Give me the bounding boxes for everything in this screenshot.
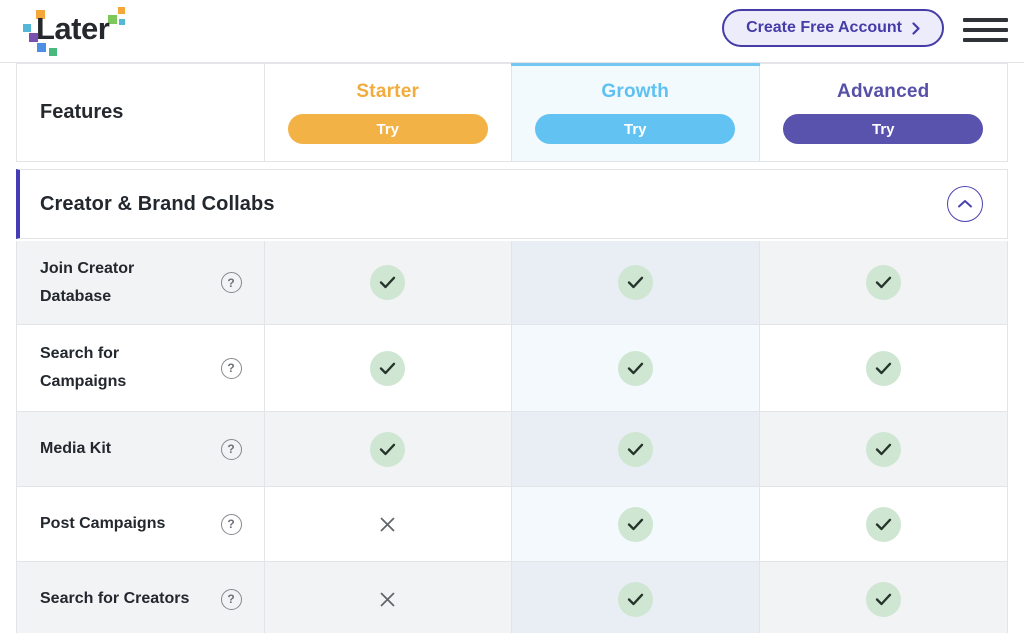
check-icon (617, 265, 653, 300)
check-icon (617, 431, 653, 467)
plan-name-advanced: Advanced (837, 81, 930, 102)
check-icon (370, 265, 406, 300)
feature-label-cell: Media Kit (17, 412, 265, 486)
check-icon (617, 581, 653, 617)
logo-pixel-orange-2 (118, 7, 125, 14)
growth-value-cell (512, 487, 760, 561)
create-free-account-button[interactable]: Create Free Account (722, 9, 944, 47)
spacer (16, 162, 1008, 169)
help-icon[interactable] (220, 438, 242, 460)
plan-name-starter: Starter (356, 81, 420, 102)
feature-rows: Join Creator Database Search for Campaig… (16, 241, 1008, 633)
feature-label-cell: Search for Campaigns (17, 325, 265, 411)
later-logo[interactable]: Later (20, 7, 140, 56)
check-icon (865, 581, 901, 617)
chevron-right-icon (912, 21, 920, 35)
check-icon (865, 350, 901, 386)
table-row-post-campaigns: Post Campaigns (17, 487, 1007, 562)
check-icon (617, 350, 653, 386)
advanced-value-cell (760, 241, 1008, 324)
starter-value-cell (265, 325, 512, 411)
advanced-value-cell (760, 325, 1008, 411)
section-title: Creator & Brand Collabs (40, 192, 275, 215)
try-starter-button[interactable]: Try (287, 114, 488, 144)
logo-pixel-teal-2 (119, 19, 125, 25)
top-nav: Later Create Free Account (0, 0, 1024, 63)
growth-value-cell (512, 241, 760, 324)
section-header-creator-brand-collabs: Creator & Brand Collabs (16, 169, 1008, 239)
feature-label-cell: Search for Creators (17, 562, 265, 633)
help-icon[interactable] (220, 513, 242, 535)
plan-name-growth: Growth (601, 81, 670, 102)
feature-label: Search for Campaigns (40, 345, 127, 390)
feature-label: Join Creator Database (40, 259, 135, 305)
try-advanced-button[interactable]: Try (783, 114, 984, 144)
help-icon[interactable] (220, 272, 242, 293)
advanced-value-cell (760, 562, 1008, 633)
check-icon (865, 431, 901, 467)
check-icon (865, 506, 901, 542)
logo-pixel-green-2 (108, 15, 117, 24)
table-row-join-creator-database: Join Creator Database (17, 241, 1007, 325)
try-growth-button[interactable]: Try (535, 114, 736, 144)
help-icon[interactable] (220, 588, 242, 610)
growth-value-cell (512, 325, 760, 411)
logo-pixel-purple (29, 33, 38, 42)
plan-header-row: Features Starter Try Growth Try Advanced… (16, 63, 1008, 162)
feature-label-cell: Post Campaigns (17, 487, 265, 561)
feature-label-cell: Join Creator Database (17, 241, 265, 324)
logo-pixel-orange (36, 10, 45, 19)
check-icon (865, 265, 901, 300)
logo-pixel-blue (37, 43, 46, 52)
table-row-media-kit: Media Kit (17, 412, 1007, 487)
create-free-account-label: Create Free Account (746, 19, 902, 36)
logo-pixel-green (49, 48, 57, 56)
help-icon[interactable] (220, 357, 242, 379)
check-icon (370, 431, 406, 467)
starter-value-cell (265, 487, 512, 561)
growth-value-cell (512, 412, 760, 486)
plan-column-starter: Starter Try (265, 64, 512, 161)
table-row-search-for-creators: Search for Creators (17, 562, 1007, 633)
collapse-section-button[interactable] (947, 186, 983, 222)
logo-pixel-teal (23, 24, 31, 32)
table-row-search-for-campaigns: Search for Campaigns (17, 325, 1007, 412)
starter-value-cell (265, 562, 512, 633)
check-icon (617, 506, 653, 542)
plan-column-advanced: Advanced Try (760, 64, 1008, 161)
advanced-value-cell (760, 487, 1008, 561)
cross-icon (378, 590, 397, 609)
feature-label: Search for Creators (40, 590, 190, 607)
advanced-value-cell (760, 412, 1008, 486)
plan-comparison-table: Features Starter Try Growth Try Advanced… (16, 63, 1008, 633)
features-header: Features (17, 64, 265, 161)
feature-label: Post Campaigns (40, 515, 166, 532)
starter-value-cell (265, 412, 512, 486)
check-icon (370, 350, 406, 386)
growth-value-cell (512, 562, 760, 633)
cross-icon (378, 515, 397, 534)
logo-text: Later (36, 11, 110, 46)
plan-column-growth: Growth Try (511, 63, 760, 161)
starter-value-cell (265, 241, 512, 324)
chevron-up-icon (957, 197, 973, 212)
feature-label: Media Kit (40, 440, 112, 457)
hamburger-menu-icon[interactable] (963, 18, 1008, 42)
